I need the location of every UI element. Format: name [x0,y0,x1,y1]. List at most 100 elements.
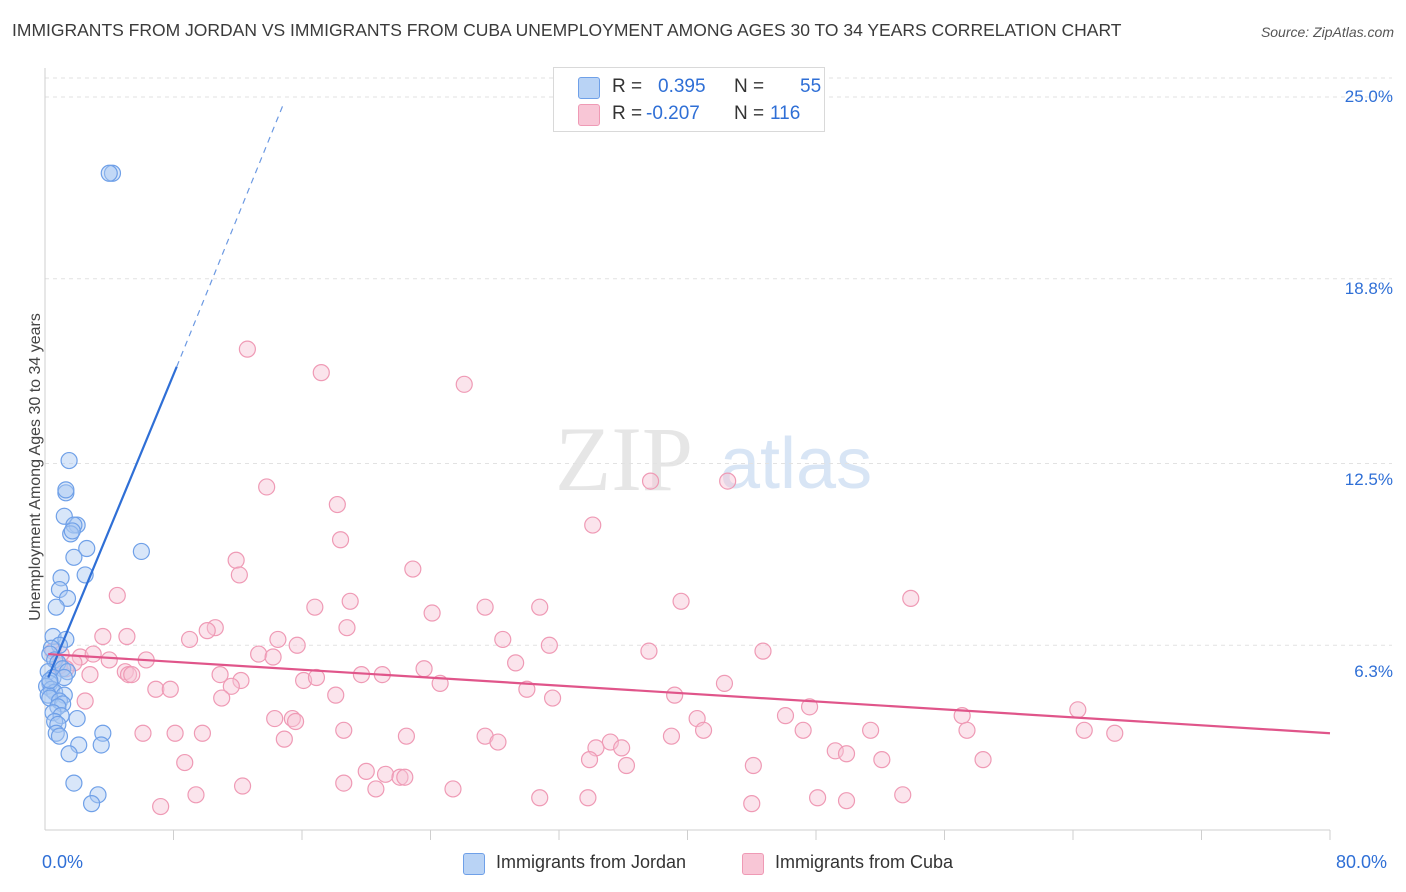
cuba-point [444,780,462,798]
trend-lines [47,105,1331,735]
cuba-point [580,751,599,769]
cuba-point [617,756,636,775]
cuba-point [338,619,356,637]
cuba-point [94,627,112,646]
cuba-point [295,671,313,690]
cuba-point [100,651,118,669]
x-tick-label-max: 80.0% [1336,852,1388,872]
cuba-point [328,495,346,514]
cuba-point [180,630,199,649]
chart-title: IMMIGRANTS FROM JORDAN VS IMMIGRANTS FRO… [12,20,1122,40]
cuba-point [108,586,126,605]
cuba-point [489,733,507,751]
cuba-point [540,636,558,654]
cuba-point [1075,721,1093,739]
jordan-point [57,481,75,499]
cuba-point [176,753,194,772]
cuba-point [227,551,245,569]
cuba-point [327,686,345,704]
cuba-point [494,630,512,649]
jordan-point [55,507,73,525]
jordan-point [89,786,107,804]
jordan-point [65,548,83,566]
x-tick-label-min: 0.0% [42,852,84,872]
cuba-point [211,666,229,684]
cuba-point [640,642,658,660]
cuba-point [873,751,891,769]
jordan-point [82,795,101,813]
cuba-point [123,666,141,684]
cuba-point [357,762,375,780]
cuba-point [193,724,212,742]
cuba-point [744,756,762,775]
jordan-point [65,774,83,792]
legend-n-label: N = [734,76,765,97]
jordan-point [70,736,88,754]
cuba-point [331,531,350,549]
cuba-point [306,598,324,616]
cuba-point [694,721,713,739]
cuba-point [613,739,631,757]
watermark-zip: ZIP [555,408,693,510]
cuba-trend-line [48,652,1331,735]
cuba-point [754,642,772,660]
jordan-point [60,745,78,763]
cuba-point [641,472,660,490]
cuba-point [794,721,812,739]
cuba-point [809,789,827,807]
cuba-r-value: -0.207 [646,103,700,124]
cuba-point [862,721,880,739]
cuba-point [397,727,416,745]
cuba-point [579,789,597,807]
stats-legend: R = 0.395 N = 55 R = -0.207 N = 116 [553,67,825,132]
cuba-point [233,777,252,795]
cuba-point [269,630,287,649]
cuba-legend-swatch [742,853,764,875]
cuba-point [232,671,250,690]
jordan-point [92,736,110,754]
cuba-point [147,680,165,698]
jordan-point [68,709,86,728]
cuba-point [312,364,330,382]
jordan-point [78,539,96,558]
cuba-point [543,689,562,707]
jordan-n-value: 55 [800,76,822,97]
y-tick-label: 25.0% [1344,87,1393,106]
cuba-point [894,786,912,804]
cuba-point [264,648,282,666]
cuba-point [455,375,473,393]
cuba-legend-label: Immigrants from Cuba [775,852,954,872]
cuba-point [719,472,737,490]
jordan-point [50,727,69,745]
cuba-point [404,560,422,578]
jordan-point [100,164,118,182]
cuba-point [81,666,99,684]
cuba-point [800,698,819,716]
cuba-point [134,724,152,742]
cuba-point [423,604,441,622]
cuba-point [826,742,844,760]
jordan-swatch [578,77,600,99]
cuba-point [187,786,205,804]
cuba-point [1106,724,1124,742]
cuba-point [507,654,525,672]
cuba-point [391,768,409,786]
legend-r-label: R = [612,76,643,97]
cuba-point [662,727,681,745]
cuba-point [307,668,326,687]
cuba-point [518,680,536,698]
y-tick-label: 18.8% [1344,279,1393,298]
cuba-point [258,478,276,496]
jordan-legend-label: Immigrants from Jordan [496,852,687,872]
cuba-point [1069,701,1087,719]
legend-r-label: R = [612,103,643,124]
jordan-point [63,522,81,540]
cuba-point [415,660,433,678]
cuba-point [476,598,494,616]
jordan-legend-swatch [463,853,485,875]
cuba-point [531,789,549,807]
cuba-point [341,592,359,610]
cuba-point [283,709,301,728]
cuba-point [161,680,179,698]
